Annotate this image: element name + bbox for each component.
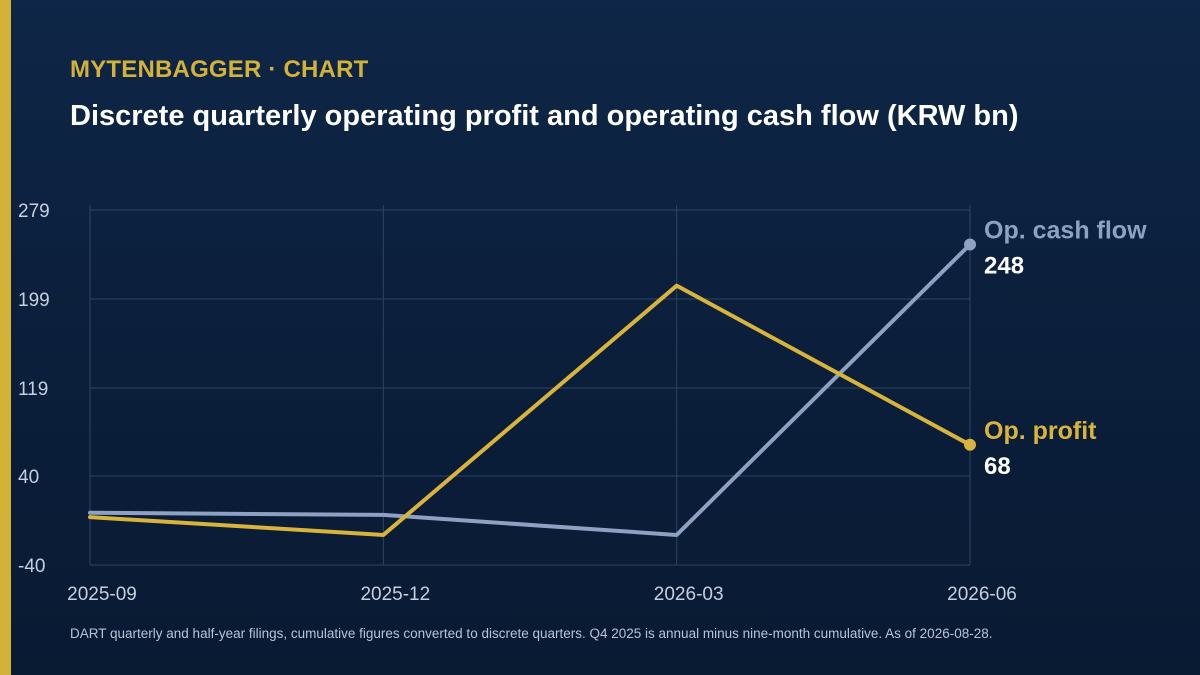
source-footnote: DART quarterly and half-year filings, cu… — [70, 626, 993, 641]
x-axis-ticks: 2025-09 2025-12 2026-03 2026-06 — [67, 584, 1017, 605]
x-tick-label: 2025-12 — [360, 584, 430, 605]
series-line — [88, 283, 972, 537]
y-tick-label: 40 — [18, 467, 39, 488]
series-end-marker — [964, 438, 976, 451]
series-value-label: 248 — [984, 252, 1024, 279]
y-tick-label: 279 — [18, 201, 50, 222]
series-end-marker — [964, 238, 976, 251]
y-axis-ticks: -40 40 119 199 279 — [18, 201, 50, 577]
x-tick-label: 2026-03 — [654, 584, 724, 605]
series-line — [88, 242, 972, 537]
accent-bar — [0, 0, 11, 675]
y-tick-label: -40 — [18, 556, 45, 577]
x-tick-label: 2025-09 — [67, 584, 137, 605]
series-value-label: 68 — [984, 453, 1011, 480]
grid-lines — [89, 205, 971, 566]
x-tick-label: 2026-06 — [947, 584, 1017, 605]
brand-label: MYTENBAGGER · CHART — [70, 56, 369, 83]
chart-title: Discrete quarterly operating profit and … — [70, 100, 1019, 132]
series-end-labels: Op. cash flow 248 Op. profit 68 — [984, 216, 1147, 479]
series-name-label: Op. cash flow — [984, 216, 1147, 244]
series-name-label: Op. profit — [984, 417, 1097, 445]
y-tick-label: 119 — [18, 379, 48, 400]
y-tick-label: 199 — [18, 290, 50, 311]
series-lines — [88, 238, 976, 537]
